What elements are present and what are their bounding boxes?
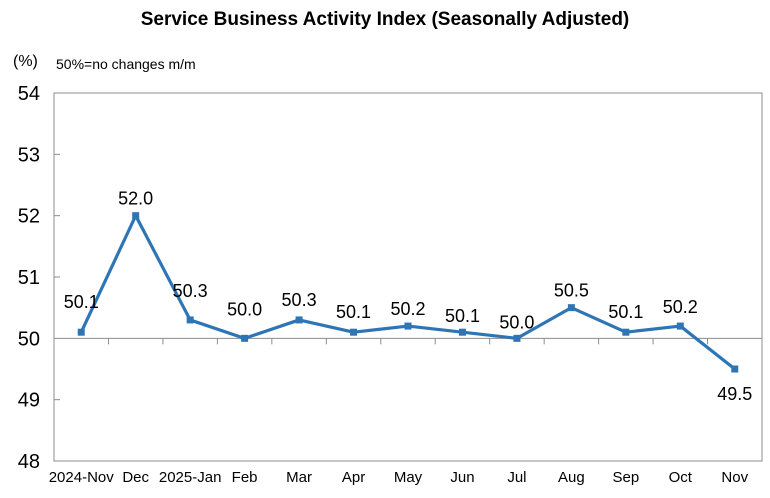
data-point-marker [295,316,303,324]
data-point-marker [350,328,358,336]
data-point-marker [132,212,140,220]
data-point-marker [241,334,249,342]
x-axis-category-label: Jun [450,469,474,486]
data-point-label: 49.5 [717,384,752,404]
data-point-label: 50.3 [173,281,208,301]
data-point-label: 50.2 [390,299,425,319]
plot-area-border [53,92,763,462]
data-point-marker [731,365,739,373]
y-axis-tick-label: 53 [18,144,40,166]
y-axis-tick-label: 50 [18,328,40,350]
y-axis-tick-label: 54 [18,83,40,105]
x-axis-category-label: Apr [342,469,365,486]
data-point-label: 50.3 [282,290,317,310]
x-axis-category-label: 2024-Nov [49,469,115,486]
y-axis-unit-label: (%) [13,53,38,70]
data-point-label: 50.5 [554,281,589,301]
x-axis-category-label: Nov [721,469,748,486]
data-point-marker [513,334,521,342]
x-axis-category-label: 2025-Jan [159,469,222,486]
data-point-marker [676,322,684,330]
x-axis-category-label: Oct [669,469,693,486]
data-point-label: 50.1 [608,302,643,322]
data-point-marker [404,322,412,330]
data-point-marker [77,328,85,336]
data-point-label: 50.0 [499,312,534,332]
y-axis-tick-label: 48 [18,451,40,473]
x-axis-category-label: Aug [558,469,585,486]
data-point-label: 50.1 [64,292,99,312]
x-axis-category-label: Jul [507,469,526,486]
chart-title: Service Business Activity Index (Seasona… [140,9,630,30]
data-point-label: 50.1 [336,302,371,322]
reference-note: 50%=no changes m/m [56,56,196,72]
x-axis-category-label: Dec [122,469,149,486]
y-axis-tick-label: 52 [18,206,40,228]
x-axis-category-label: Feb [232,469,258,486]
data-point-label: 50.0 [227,299,262,319]
data-point-marker [186,316,194,324]
data-point-label: 50.1 [445,306,480,326]
y-axis-tick-label: 49 [18,390,40,412]
x-axis-category-label: Mar [286,469,312,486]
data-point-label: 52.0 [118,189,153,209]
data-point-marker [622,328,630,336]
data-point-marker [567,304,575,312]
y-axis-tick-label: 51 [18,267,40,289]
data-point-marker [458,328,466,336]
x-axis-category-label: Sep [612,469,639,486]
data-point-label: 50.2 [663,297,698,317]
x-axis-category-label: May [394,469,423,486]
